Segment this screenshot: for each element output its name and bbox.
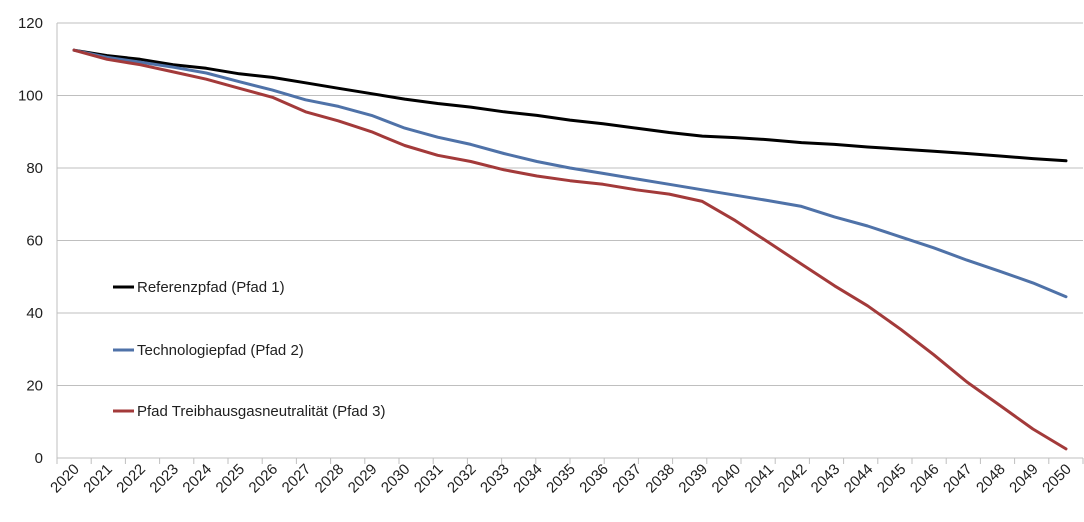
x-tick-label: 2023: [146, 461, 182, 497]
x-tick-label: 2030: [378, 461, 414, 497]
x-tick-label: 2026: [246, 461, 282, 497]
x-tick-label: 2049: [1006, 461, 1042, 497]
legend: Referenzpfad (Pfad 1) Technologiepfad (Pf…: [113, 279, 385, 420]
y-tick-label: 100: [18, 88, 43, 105]
x-tick-label: 2031: [411, 461, 447, 497]
x-tick-label: 2037: [609, 461, 645, 497]
y-tick-label: 60: [26, 233, 43, 250]
legend-label-3: Pfad Treibhausgasneutralität (Pfad 3): [137, 403, 385, 420]
x-tick-label: 2024: [179, 461, 215, 497]
grid-layer: [57, 22, 1083, 459]
legend-label-1: Referenzpfad (Pfad 1): [137, 279, 285, 296]
x-tick-label: 2033: [477, 461, 513, 497]
series-layer: [72, 48, 1068, 451]
y-tick-label: 0: [35, 450, 43, 467]
y-tick-label: 80: [26, 160, 43, 177]
x-tick-label: 2043: [808, 461, 844, 497]
y-tick-label: 120: [18, 15, 43, 32]
x-tick-label: 2034: [510, 461, 546, 497]
x-tick-label: 2035: [543, 461, 579, 497]
x-tick-label: 2044: [841, 461, 877, 497]
series-line-3: [72, 48, 1068, 451]
x-tick-label: 2047: [940, 461, 976, 497]
y-tick-label: 40: [26, 305, 43, 322]
x-tick-label: 2022: [113, 461, 149, 497]
x-tick-label: 2046: [907, 461, 943, 497]
x-tick-label: 2045: [874, 461, 910, 497]
x-tick-label: 2040: [709, 461, 745, 497]
x-tick-label: 2027: [279, 461, 315, 497]
x-tick-label: 2025: [213, 461, 249, 497]
y-tick-label: 20: [26, 378, 43, 395]
x-tick-label: 2042: [775, 461, 811, 497]
series-line-2: [72, 48, 1068, 299]
x-tick-label: 2021: [80, 461, 116, 497]
x-tick-label: 2050: [1039, 461, 1075, 497]
axis-layer: 0204060801001202020202120222023202420252…: [18, 15, 1084, 497]
series-line-1: [72, 48, 1068, 163]
x-tick-label: 2041: [742, 461, 778, 497]
legend-label-2: Technologiepfad (Pfad 2): [137, 342, 304, 359]
x-tick-label: 2020: [47, 461, 83, 497]
x-tick-label: 2038: [642, 461, 678, 497]
x-tick-label: 2029: [345, 461, 381, 497]
x-tick-label: 2032: [444, 461, 480, 497]
x-tick-label: 2039: [675, 461, 711, 497]
x-tick-label: 2048: [973, 461, 1009, 497]
x-tick-label: 2028: [312, 461, 348, 497]
x-tick-label: 2036: [576, 461, 612, 497]
